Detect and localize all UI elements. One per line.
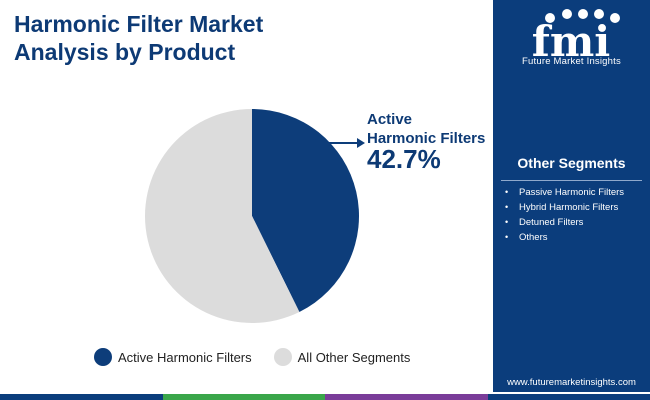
other-segments-heading: Other Segments: [517, 155, 626, 171]
list-item: • Hybrid Harmonic Filters: [505, 200, 624, 215]
pie-slice-active: [252, 109, 359, 312]
bullet-icon: •: [505, 187, 509, 197]
list-item: • Passive Harmonic Filters: [505, 185, 624, 200]
list-item: • Others: [505, 230, 624, 245]
sidebar: fmi Future Market Insights Other Segment…: [493, 0, 650, 392]
legend-item-other: All Other Segments: [273, 348, 411, 366]
bottom-color-bar: [0, 394, 650, 400]
bottom-bar-segment: [0, 394, 163, 400]
website-url: www.futuremarketinsights.com: [507, 377, 636, 388]
other-segments-list: • Passive Harmonic Filters • Hybrid Harmon…: [505, 185, 624, 245]
bottom-bar-segment: [325, 394, 488, 400]
title-line-2: Analysis by Product: [14, 39, 236, 65]
bullet-icon: •: [505, 202, 509, 212]
callout-label: Harmonic Filters: [367, 130, 485, 147]
fmi-logo: fmi: [532, 9, 620, 66]
bottom-bar-segment: [162, 394, 325, 400]
segment-label: Passive Harmonic Filters: [519, 187, 625, 198]
legend-swatch-other: [273, 348, 292, 366]
segment-label: Others: [519, 232, 548, 243]
legend-swatch-active: [94, 348, 112, 366]
segment-label: Detuned Filters: [519, 217, 584, 228]
legend-label-other: All Other Segments: [297, 349, 411, 365]
brand-name: Future Market Insights: [522, 56, 621, 67]
legend-label-active: Active Harmonic Filters: [118, 349, 252, 365]
title-line-1: Harmonic Filter Market: [14, 11, 264, 37]
chart-title: Harmonic Filter Market Analysis by Produ…: [14, 10, 474, 66]
bullet-icon: •: [505, 217, 509, 227]
bottom-bar-segment: [487, 394, 650, 400]
list-item: • Detuned Filters: [505, 215, 624, 230]
divider: [501, 180, 642, 181]
legend: Active Harmonic Filters All Other Segmen…: [94, 348, 432, 366]
segment-label: Hybrid Harmonic Filters: [519, 202, 619, 213]
bullet-icon: •: [505, 232, 509, 242]
callout-arrow-icon: [357, 138, 365, 148]
callout-label: Active: [367, 111, 412, 128]
legend-item-active: Active Harmonic Filters: [94, 348, 252, 366]
callout-value: 42.7%: [367, 144, 441, 174]
pie-slice-other: [144, 109, 300, 323]
svg-text:fmi: fmi: [532, 17, 610, 66]
